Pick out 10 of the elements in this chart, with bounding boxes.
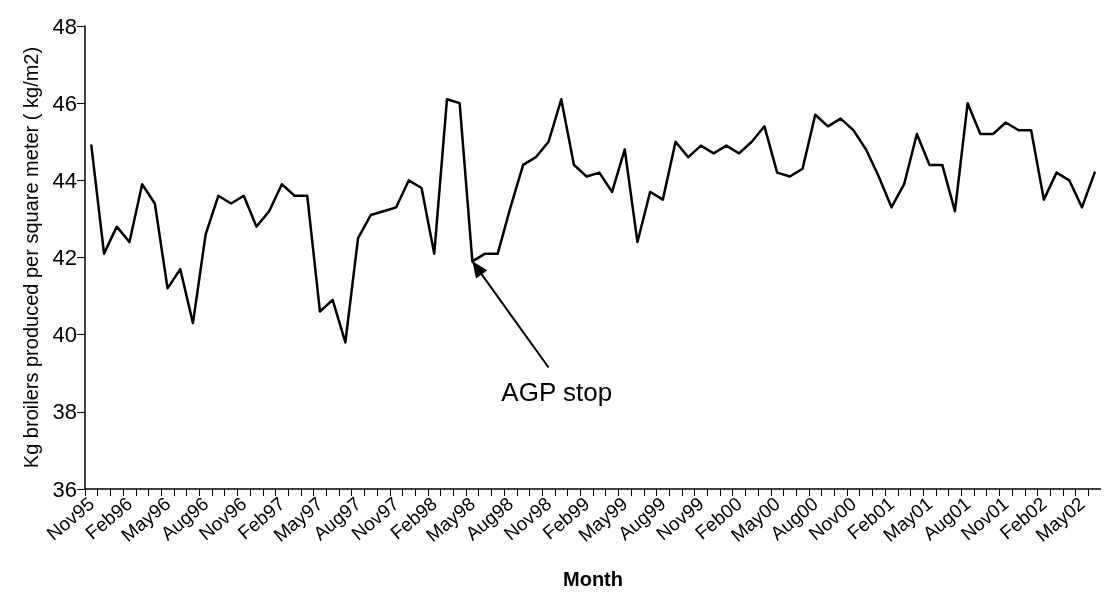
x-axis-title: Month — [563, 568, 623, 590]
y-tick-label: 36 — [52, 476, 77, 502]
y-axis-title: Kg broilers produced per square meter ( kg/m2) — [20, 46, 42, 469]
y-tick-label: 42 — [52, 245, 77, 270]
y-tick-label: 48 — [52, 13, 77, 39]
annotation: AGP stop — [501, 376, 613, 407]
y-tick-label: 40 — [52, 322, 77, 348]
y-tick-label: 38 — [52, 399, 77, 425]
y-tick-label: 46 — [52, 90, 77, 116]
y-tick-label: 44 — [52, 167, 77, 193]
